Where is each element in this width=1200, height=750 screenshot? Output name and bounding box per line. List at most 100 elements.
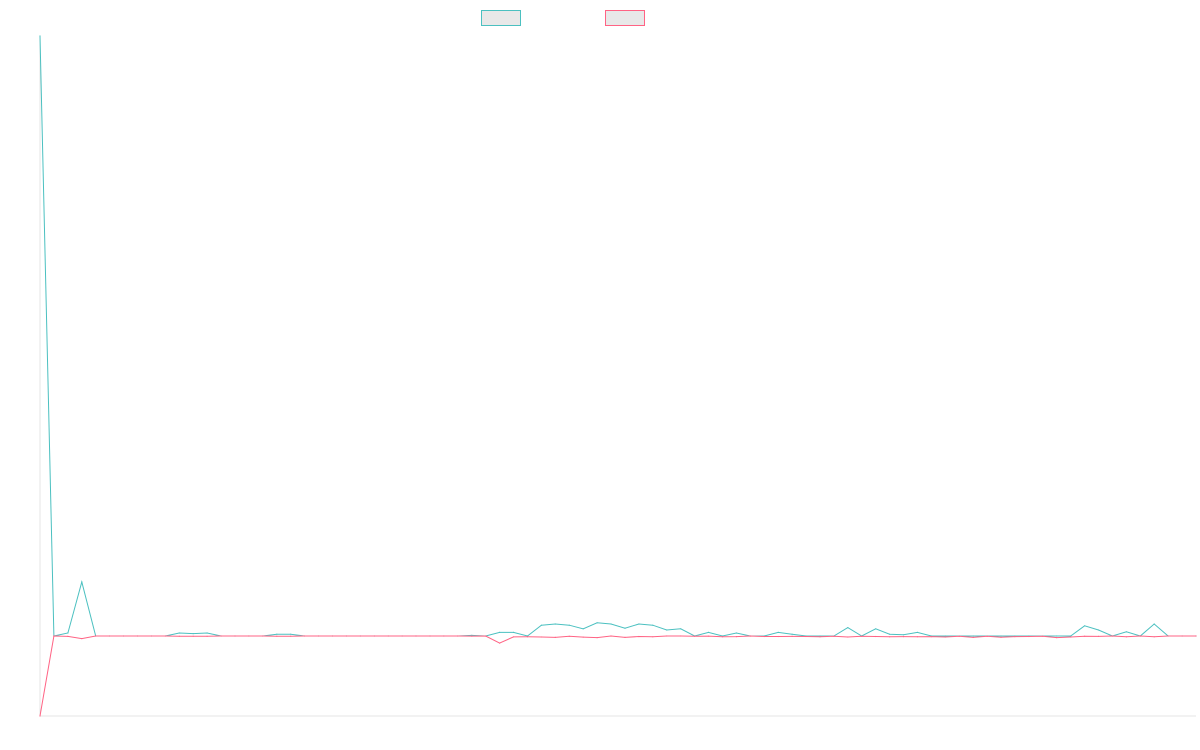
data-point-series-1	[568, 624, 570, 626]
data-point-series-2	[902, 636, 905, 638]
data-point-series-1	[81, 581, 83, 583]
data-point-series-2	[791, 635, 793, 638]
data-point-series-2	[847, 636, 849, 638]
data-point-series-1	[1097, 629, 1100, 631]
data-point-series-2	[262, 635, 264, 637]
data-point-series-2	[53, 635, 55, 637]
data-point-series-2	[1153, 636, 1155, 638]
data-point-series-2	[568, 635, 570, 637]
data-point-series-2	[304, 635, 306, 637]
data-point-series-2	[707, 635, 710, 637]
data-point-series-1	[276, 633, 278, 635]
data-point-series-2	[819, 636, 821, 638]
data-point-series-1	[889, 633, 891, 635]
series-group	[39, 35, 1197, 717]
data-point-series-2	[540, 636, 543, 638]
data-point-series-2	[485, 635, 487, 637]
data-point-series-1	[707, 631, 710, 634]
data-point-series-1	[652, 624, 654, 626]
data-point-series-2	[499, 642, 501, 644]
data-point-series-1	[1000, 635, 1002, 637]
data-point-series-2	[526, 636, 529, 638]
data-point-series-1	[499, 631, 501, 634]
data-point-series-2	[234, 635, 236, 637]
data-point-series-2	[582, 636, 584, 638]
data-point-series-2	[944, 636, 946, 638]
data-point-series-2	[652, 636, 654, 638]
data-point-series-2	[220, 635, 222, 637]
data-point-series-2	[248, 635, 250, 637]
data-point-series-2	[471, 635, 473, 637]
data-point-series-2	[763, 635, 765, 638]
data-point-series-1	[875, 628, 877, 630]
data-point-series-2	[1042, 635, 1044, 637]
data-point-series-2	[972, 636, 974, 639]
data-point-series-1	[1153, 623, 1155, 625]
data-point-series-2	[889, 636, 891, 638]
data-point-series-1	[791, 633, 793, 635]
data-point-series-2	[276, 635, 278, 637]
data-point-series-1	[610, 623, 612, 625]
data-point-series-2	[624, 636, 626, 639]
data-point-series-2	[596, 637, 598, 639]
data-point-series-2	[136, 635, 139, 637]
data-point-series-2	[401, 635, 403, 637]
data-point-series-2	[373, 635, 375, 637]
data-point-series-2	[359, 635, 361, 637]
data-point-series-2	[164, 635, 166, 637]
data-point-series-1	[582, 628, 584, 630]
data-point-series-2	[192, 635, 194, 637]
data-point-series-1	[666, 629, 668, 631]
series-line-2	[39, 635, 1196, 717]
data-point-series-2	[1111, 635, 1113, 637]
data-point-series-2	[331, 635, 334, 637]
data-point-series-2	[1125, 636, 1127, 638]
data-point-series-2	[958, 635, 960, 637]
data-point-series-2	[749, 635, 751, 637]
data-point-series-2	[680, 635, 682, 637]
data-point-series-1	[735, 632, 738, 634]
legend-swatch-series-1[interactable]	[481, 10, 521, 26]
data-point-series-2	[81, 638, 83, 640]
data-point-series-1	[540, 624, 543, 626]
data-point-series-2	[1139, 635, 1141, 637]
data-point-series-1	[777, 631, 779, 634]
data-point-series-1	[206, 632, 208, 634]
data-point-series-2	[415, 635, 417, 637]
data-point-series-1	[178, 632, 180, 634]
data-point-series-1	[512, 631, 515, 634]
data-point-series-2	[318, 635, 320, 637]
data-point-series-1	[902, 634, 905, 636]
data-point-series-2	[735, 636, 738, 638]
legend-swatch-series-2[interactable]	[605, 10, 645, 26]
data-point-series-1	[596, 622, 598, 624]
data-point-series-1	[1070, 635, 1072, 637]
data-point-series-2	[206, 635, 208, 637]
data-point-series-2	[345, 635, 347, 637]
data-point-series-1	[67, 632, 69, 634]
data-point-series-2	[290, 635, 292, 637]
data-point-series-2	[457, 635, 459, 637]
data-point-series-1	[1084, 625, 1086, 627]
data-point-series-1	[916, 631, 919, 634]
data-point-series-2	[512, 636, 515, 638]
data-point-series-1	[624, 627, 626, 629]
data-point-series-1	[192, 633, 194, 635]
data-point-series-2	[1070, 636, 1072, 638]
data-point-series-1	[39, 35, 41, 37]
data-point-series-2	[1056, 637, 1058, 639]
series-line-1	[39, 35, 1196, 637]
data-point-series-1	[638, 623, 640, 625]
data-point-series-2	[387, 635, 389, 637]
data-point-series-1	[972, 635, 974, 637]
data-point-series-2	[1084, 635, 1086, 637]
data-point-series-2	[986, 635, 988, 637]
data-point-series-2	[178, 635, 180, 637]
data-point-series-2	[443, 635, 445, 637]
data-point-series-1	[554, 623, 556, 625]
data-point-series-2	[109, 635, 111, 637]
data-point-series-2	[666, 635, 668, 637]
data-point-series-2	[1195, 635, 1197, 637]
data-point-series-2	[1028, 635, 1030, 638]
